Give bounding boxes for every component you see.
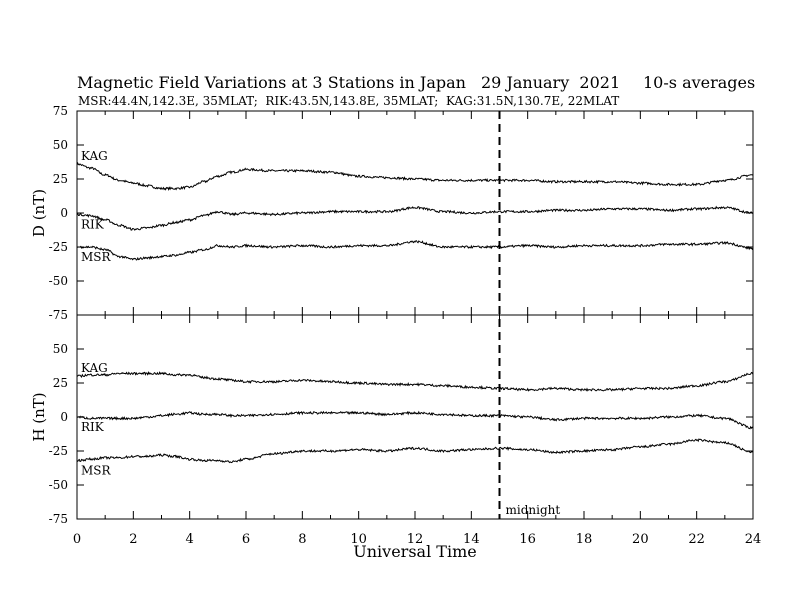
midnight-label: midnight: [506, 503, 561, 517]
y-axis-label-bottom: H (nT): [30, 392, 48, 441]
station-info: MSR:44.4N,142.3E, 35MLAT; RIK:43.5N,143.…: [78, 94, 620, 108]
x-tick-label: 14: [463, 532, 480, 547]
series-line-msr: [76, 240, 754, 261]
y-tick-label: 50: [53, 138, 68, 152]
chart-title: Magnetic Field Variations at 3 Stations …: [77, 73, 767, 93]
series-label-msr: MSR: [81, 250, 112, 264]
series-label-rik: RIK: [81, 420, 105, 434]
x-tick-label: 10: [350, 532, 367, 547]
y-tick-label: 50: [53, 342, 68, 356]
y-tick-label: 25: [53, 172, 68, 186]
x-tick-label: 4: [186, 532, 194, 547]
x-tick-label: 22: [688, 532, 705, 547]
x-tick-label: 12: [407, 532, 424, 547]
series-line-rik: [76, 205, 754, 231]
y-tick-label: -75: [49, 308, 68, 322]
y-tick-label: 0: [60, 206, 68, 220]
series-label-kag: KAG: [81, 149, 108, 163]
y-tick-label: -50: [49, 274, 68, 288]
x-axis-label: Universal Time: [353, 542, 476, 561]
series-line-kag: [76, 371, 754, 392]
x-tick-label: 20: [632, 532, 649, 547]
x-tick-label: 8: [298, 532, 306, 547]
x-tick-label: 16: [519, 532, 536, 547]
series-line-msr: [77, 438, 754, 464]
series-label-kag: KAG: [81, 361, 108, 375]
series-line-kag: [76, 162, 754, 192]
x-tick-label: 24: [745, 532, 762, 547]
series-label-msr: MSR: [81, 464, 112, 478]
panel-frame-bottom: [76, 314, 754, 520]
y-tick-label: -25: [49, 240, 68, 254]
x-tick-label: 2: [129, 532, 137, 547]
series-line-rik: [76, 410, 754, 430]
y-tick-label: 75: [53, 104, 68, 118]
y-tick-label: 0: [60, 410, 68, 424]
x-tick-label: 0: [73, 532, 81, 547]
y-tick-label: -50: [49, 478, 68, 492]
panel-frame-top: [76, 110, 754, 316]
y-axis-label-top: D (nT): [30, 189, 48, 237]
x-tick-label: 18: [576, 532, 593, 547]
title-text: Magnetic Field Variations at 3 Stations …: [77, 73, 466, 92]
y-tick-label: -25: [49, 444, 68, 458]
y-tick-label: -75: [49, 512, 68, 526]
x-tick-label: 6: [242, 532, 250, 547]
title-averaging: 10-s averages: [643, 73, 756, 92]
series-label-rik: RIK: [81, 217, 105, 231]
y-tick-label: 25: [53, 376, 68, 390]
title-date: 29 January 2021: [481, 73, 621, 92]
